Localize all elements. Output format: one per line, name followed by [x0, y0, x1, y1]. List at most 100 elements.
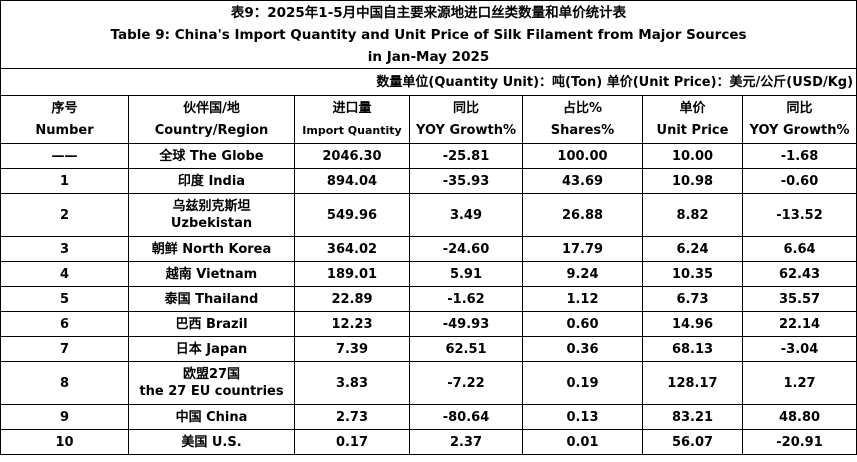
column-header: 占比% Shares% [522, 95, 643, 144]
unit-price-cell: 68.13 [642, 336, 743, 362]
country-cell: 印度 India [128, 168, 295, 194]
number-cell: 4 [0, 261, 129, 287]
table-row: 8 欧盟27国 the 27 EU countries 3.83 -7.22 0.19 12… [0, 361, 857, 405]
import-quantity-cell: 2.73 [294, 404, 410, 430]
country-cell: 美国 U.S. [128, 429, 295, 455]
unit-price-cell: 10.35 [642, 261, 743, 287]
share-cell: 0.60 [522, 311, 643, 337]
import-quantity-cell: 364.02 [294, 236, 410, 262]
number-cell: 9 [0, 404, 129, 430]
number-cell: 1 [0, 168, 129, 194]
unit-price-cell: 128.17 [642, 361, 743, 405]
import-quantity-cell: 549.96 [294, 193, 410, 237]
country-cell: 乌兹别克斯坦 Uzbekistan [128, 193, 295, 237]
number-cell: —— [0, 143, 129, 169]
unit-price-cell: 6.73 [642, 286, 743, 312]
import-quantity-cell: 22.89 [294, 286, 410, 312]
share-cell: 43.69 [522, 168, 643, 194]
table-row: 10 美国 U.S. 0.17 2.37 0.01 56.07 -20.91 [0, 429, 857, 455]
country-cell: 日本 Japan [128, 336, 295, 362]
number-cell: 10 [0, 429, 129, 455]
share-cell: 26.88 [522, 193, 643, 237]
unit-note: 数量单位(Quantity Unit)：吨(Ton) 单价(Unit Price… [0, 68, 857, 96]
import-quantity-cell: 7.39 [294, 336, 410, 362]
share-cell: 0.01 [522, 429, 643, 455]
import-quantity-cell: 0.17 [294, 429, 410, 455]
unit-price-cell: 14.96 [642, 311, 743, 337]
column-header: 序号 Number [0, 95, 129, 144]
unit-price-cell: 10.98 [642, 168, 743, 194]
quantity-yoy-cell: -25.81 [409, 143, 523, 169]
unit-price-cell: 6.24 [642, 236, 743, 262]
import-quantity-cell: 12.23 [294, 311, 410, 337]
table-title: 表9：2025年1-5月中国自主要来源地进口丝类数量和单价统计表 Table 9… [0, 0, 857, 69]
country-cell: 欧盟27国 the 27 EU countries [128, 361, 295, 405]
table-row: —— 全球 The Globe 2046.30 -25.81 100.00 10.00 -1… [0, 143, 857, 169]
price-yoy-cell: 1.27 [741, 361, 857, 405]
quantity-yoy-cell: -80.64 [409, 404, 523, 430]
price-yoy-cell: 62.43 [741, 261, 857, 287]
unit-price-cell: 10.00 [642, 143, 743, 169]
share-cell: 9.24 [522, 261, 643, 287]
table-row: 2 乌兹别克斯坦 Uzbekistan 549.96 3.49 26.88 8.82 -13.… [0, 193, 857, 237]
quantity-yoy-cell: 5.91 [409, 261, 523, 287]
unit-price-cell: 83.21 [642, 404, 743, 430]
price-yoy-cell: 35.57 [741, 286, 857, 312]
country-cell: 朝鲜 North Korea [128, 236, 295, 262]
share-cell: 0.36 [522, 336, 643, 362]
share-cell: 1.12 [522, 286, 643, 312]
price-yoy-cell: 22.14 [741, 311, 857, 337]
number-cell: 5 [0, 286, 129, 312]
title-en-line2: in Jan-May 2025 [367, 48, 490, 65]
country-cell: 巴西 Brazil [128, 311, 295, 337]
share-cell: 17.79 [522, 236, 643, 262]
import-quantity-cell: 3.83 [294, 361, 410, 405]
import-quantity-cell: 189.01 [294, 261, 410, 287]
table-row: 6 巴西 Brazil 12.23 -49.93 0.60 14.96 22.14 [0, 311, 857, 337]
price-yoy-cell: 6.64 [741, 236, 857, 262]
price-yoy-cell: -13.52 [741, 193, 857, 237]
quantity-yoy-cell: -24.60 [409, 236, 523, 262]
unit-row: 数量单位(Quantity Unit)：吨(Ton) 单价(Unit Price… [0, 68, 857, 96]
table-row: 9 中国 China 2.73 -80.64 0.13 83.21 48.80 [0, 404, 857, 430]
number-cell: 2 [0, 193, 129, 237]
share-cell: 0.19 [522, 361, 643, 405]
price-yoy-cell: -3.04 [741, 336, 857, 362]
country-cell: 泰国 Thailand [128, 286, 295, 312]
quantity-yoy-cell: -35.93 [409, 168, 523, 194]
number-cell: 6 [0, 311, 129, 337]
column-header: 伙伴国/地 Country/Region [128, 95, 295, 144]
table-row: 4 越南 Vietnam 189.01 5.91 9.24 10.35 62.43 [0, 261, 857, 287]
title-en-line1: Table 9: China's Import Quantity and Uni… [110, 26, 747, 43]
column-header: 同比 YOY Growth% [741, 95, 857, 144]
column-header: 进口量 Import Quantity [294, 95, 410, 144]
import-quantity-cell: 894.04 [294, 168, 410, 194]
table-row: 3 朝鲜 North Korea 364.02 -24.60 17.79 6.24 6.64 [0, 236, 857, 262]
table-row: 5 泰国 Thailand 22.89 -1.62 1.12 6.73 35.57 [0, 286, 857, 312]
price-yoy-cell: -20.91 [741, 429, 857, 455]
quantity-yoy-cell: 62.51 [409, 336, 523, 362]
country-cell: 中国 China [128, 404, 295, 430]
price-yoy-cell: -1.68 [741, 143, 857, 169]
number-cell: 7 [0, 336, 129, 362]
table-row: 7 日本 Japan 7.39 62.51 0.36 68.13 -3.04 [0, 336, 857, 362]
quantity-yoy-cell: -7.22 [409, 361, 523, 405]
quantity-yoy-cell: 3.49 [409, 193, 523, 237]
title-row: 表9：2025年1-5月中国自主要来源地进口丝类数量和单价统计表 Table 9… [0, 0, 857, 69]
share-cell: 0.13 [522, 404, 643, 430]
number-cell: 3 [0, 236, 129, 262]
country-cell: 全球 The Globe [128, 143, 295, 169]
import-quantity-cell: 2046.30 [294, 143, 410, 169]
share-cell: 100.00 [522, 143, 643, 169]
column-header: 同比 YOY Growth% [409, 95, 523, 144]
quantity-yoy-cell: -49.93 [409, 311, 523, 337]
number-cell: 8 [0, 361, 129, 405]
price-yoy-cell: 48.80 [741, 404, 857, 430]
price-yoy-cell: -0.60 [741, 168, 857, 194]
country-cell: 越南 Vietnam [128, 261, 295, 287]
unit-price-cell: 56.07 [642, 429, 743, 455]
header-row: 序号 Number 伙伴国/地 Country/Region 进口量 Import Q… [0, 95, 857, 144]
table-row: 1 印度 India 894.04 -35.93 43.69 10.98 -0.60 [0, 168, 857, 194]
quantity-yoy-cell: 2.37 [409, 429, 523, 455]
